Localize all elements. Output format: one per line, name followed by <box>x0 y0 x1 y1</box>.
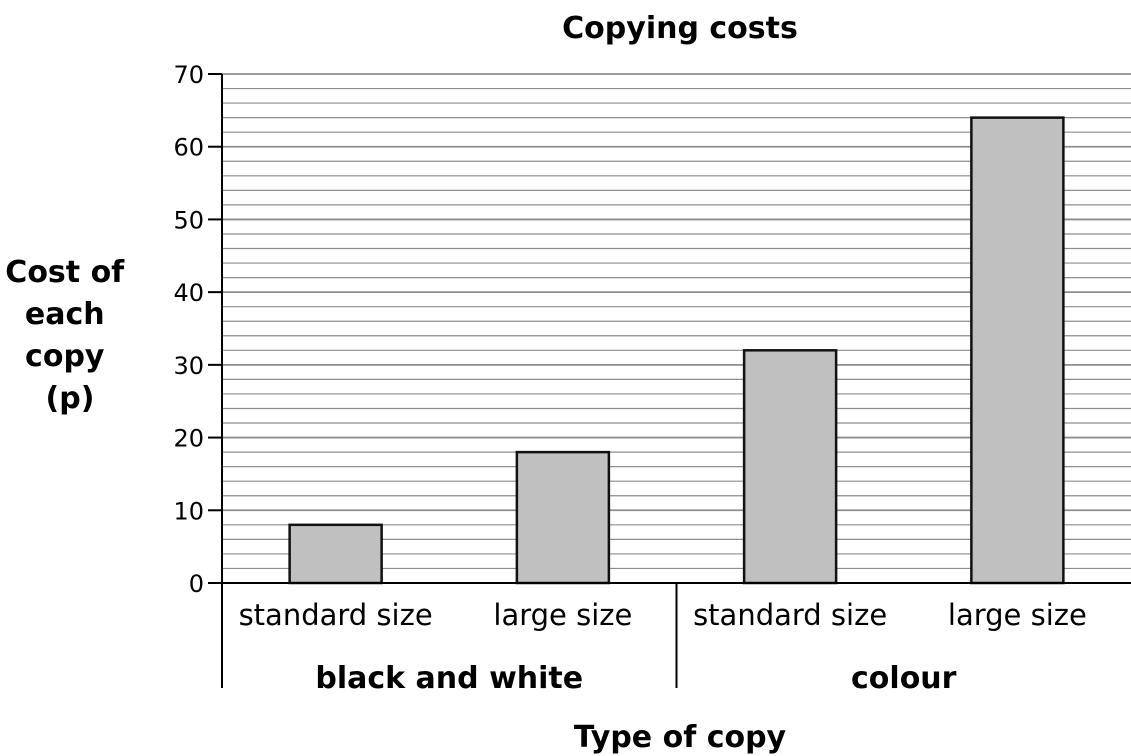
bar <box>970 116 1065 585</box>
x-category-label: standard size <box>693 598 887 632</box>
y-axis-label: Cost of each copy (p) <box>5 255 134 416</box>
y-tick-label: 10 <box>173 497 204 525</box>
x-group-labels: black and white colour <box>315 661 956 696</box>
x-axis-label: Type of copy <box>574 720 787 755</box>
x-category-label: large size <box>493 598 632 632</box>
y-tick-label: 60 <box>173 134 204 162</box>
y-axis-label-line: each <box>25 297 105 332</box>
y-tick-label: 30 <box>173 352 204 380</box>
y-tick-label: 50 <box>173 206 204 234</box>
y-tick-label: 0 <box>189 570 204 598</box>
axes <box>221 74 1131 688</box>
bar <box>742 349 838 585</box>
y-tick-labels: 0 10 20 30 40 50 60 70 <box>173 61 222 598</box>
chart-title: Copying costs <box>562 11 798 46</box>
x-group-label: colour <box>851 661 957 696</box>
x-category-label: standard size <box>239 598 433 632</box>
y-axis-label-line: (p) <box>46 381 95 416</box>
y-axis-label-line: Cost of <box>5 255 125 290</box>
bar <box>288 523 383 585</box>
y-axis-label-line: copy <box>25 339 105 374</box>
y-tick-label: 40 <box>173 279 204 307</box>
x-group-label: black and white <box>315 661 583 696</box>
bar <box>515 450 611 585</box>
x-category-label: large size <box>948 598 1087 632</box>
y-tick-label: 20 <box>173 425 204 453</box>
bars <box>288 116 1065 585</box>
y-tick-label: 70 <box>173 61 204 89</box>
x-category-labels: standard size large size standard size larg… <box>239 598 1087 632</box>
